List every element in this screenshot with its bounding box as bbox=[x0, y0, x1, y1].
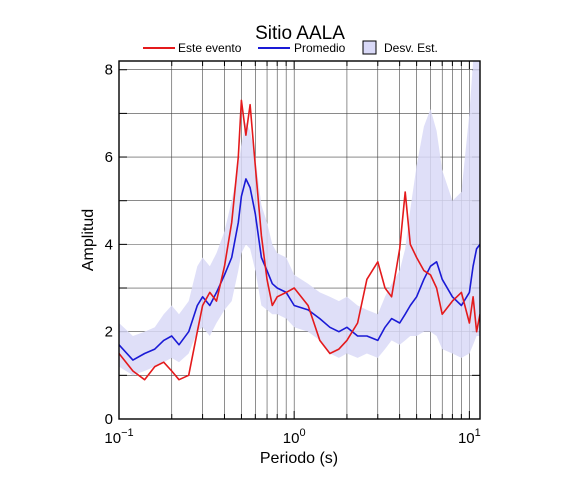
plot-area: 0 2 4 6 8 10−1 100 101 bbox=[104, 60, 481, 447]
legend: Este evento Promedio Desv. Est. bbox=[143, 40, 438, 55]
y-axis-label: Amplitud bbox=[80, 209, 97, 271]
y-tick-label: 4 bbox=[105, 236, 113, 253]
legend-label: Promedio bbox=[294, 41, 346, 55]
x-tick-label: 10−1 bbox=[104, 427, 133, 447]
x-tick-label: 100 bbox=[283, 427, 306, 447]
plot-frame bbox=[118, 60, 481, 420]
x-tick-label: 101 bbox=[458, 427, 481, 447]
std-dev-band bbox=[119, 61, 480, 376]
legend-label: Este evento bbox=[178, 41, 242, 55]
x-axis-label: Periodo (s) bbox=[260, 450, 338, 467]
y-tick-label: 6 bbox=[105, 149, 113, 166]
y-tick-label: 0 bbox=[105, 411, 113, 428]
legend-swatch-desv-est bbox=[362, 40, 377, 55]
series-line-promedio bbox=[119, 178, 480, 361]
y-tick-label: 2 bbox=[105, 324, 113, 341]
chart-title: Sitio AALA bbox=[255, 23, 345, 44]
legend-label: Desv. Est. bbox=[384, 41, 438, 55]
y-tick-label: 8 bbox=[105, 62, 113, 79]
series-line-este-evento bbox=[119, 99, 480, 381]
